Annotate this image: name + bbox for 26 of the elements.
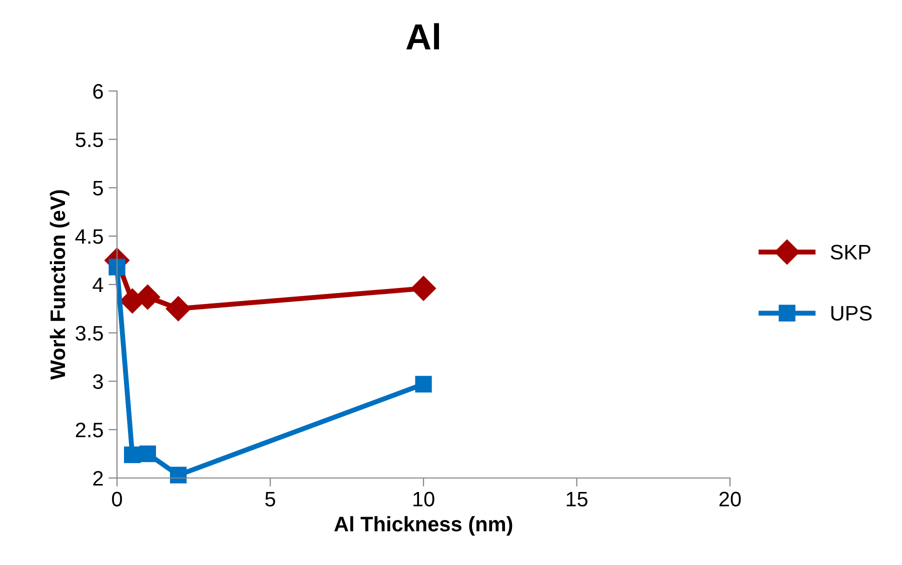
y-tick-label: 6: [93, 84, 103, 99]
x-tick-label: 0: [112, 492, 122, 506]
x-tick-label: 10: [414, 492, 434, 506]
y-axis-title: Work Function (eV): [50, 190, 70, 380]
x-tick-label: 15: [566, 492, 588, 506]
point: [139, 445, 156, 462]
y-tick-label: 5: [93, 180, 103, 196]
y-tick-label: 3: [93, 374, 103, 390]
point: [411, 276, 436, 301]
y-tick-label: 4: [92, 278, 104, 292]
x-tick-label: 20: [719, 492, 741, 506]
point: [124, 446, 141, 464]
y-tick-label: 3.5: [76, 326, 103, 341]
chart-title: Al: [406, 23, 439, 50]
y-tick-label: 4.5: [75, 229, 103, 244]
point: [108, 258, 126, 276]
legend-label: UPS: [831, 306, 872, 321]
point: [166, 296, 191, 322]
y-tick-label: 5.5: [76, 132, 103, 148]
x-tick-label: 5: [265, 492, 276, 506]
y-tick-label: 2: [93, 471, 103, 486]
point: [170, 466, 187, 484]
point: [415, 376, 432, 392]
y-tick-label: 2.5: [76, 422, 103, 438]
x-axis-title: Al Thickness (nm): [334, 516, 512, 536]
legend-label: SKP: [830, 244, 870, 260]
